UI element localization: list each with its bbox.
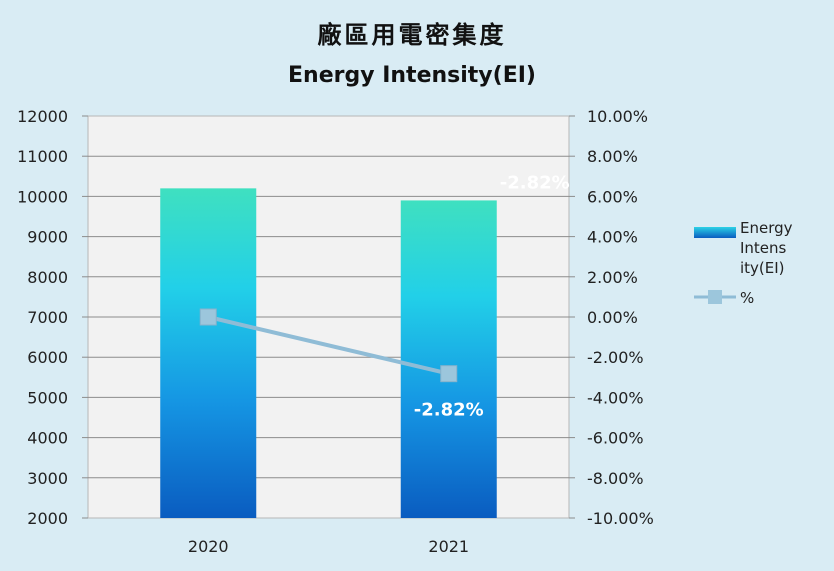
data-label-line-point: -2.82% — [414, 400, 484, 421]
right-tick-label: -4.00% — [587, 388, 644, 407]
left-tick-label: 4000 — [27, 429, 68, 448]
right-tick-label: 0.00% — [587, 308, 638, 327]
category-label: 2020 — [188, 537, 229, 556]
chart-title: 廠區用電密集度 — [318, 20, 507, 49]
right-tick-label: 6.00% — [587, 187, 638, 206]
series-line — [207, 315, 450, 376]
bar — [400, 200, 497, 519]
left-tick-label: 9000 — [27, 228, 68, 247]
line-point — [199, 308, 217, 326]
right-tick-label: 4.00% — [587, 228, 638, 247]
left-tick-label: 8000 — [27, 268, 68, 287]
right-tick-label: -8.00% — [587, 469, 644, 488]
legend-line-marker — [708, 290, 722, 304]
data-labels: -2.82% -2.82% — [414, 172, 570, 420]
legend-bar-swatch — [694, 227, 736, 238]
right-tick-label: -10.00% — [587, 509, 654, 528]
legend-bar-label: Energy Intens ity(EI) — [740, 219, 797, 277]
right-tick-label: 2.00% — [587, 268, 638, 287]
bar — [160, 188, 257, 519]
category-label: 2021 — [428, 537, 469, 556]
left-tick-label: 11000 — [17, 147, 68, 166]
left-tick-label: 10000 — [17, 187, 68, 206]
left-tick-label: 7000 — [27, 308, 68, 327]
right-tick-label: -2.00% — [587, 348, 644, 367]
left-tick-label: 12000 — [17, 107, 68, 126]
left-tick-label: 6000 — [27, 348, 68, 367]
line-series — [199, 308, 458, 383]
legend: Energy Intens ity(EI) % — [694, 219, 797, 307]
right-tick-label: -6.00% — [587, 429, 644, 448]
right-tick-label: 10.00% — [587, 107, 648, 126]
chart-subtitle: Energy Intensity(EI) — [288, 63, 536, 88]
category-labels: 2020 2021 — [188, 537, 469, 556]
left-tick-label: 3000 — [27, 469, 68, 488]
bar-series — [160, 188, 497, 519]
right-axis-ticks: -10.00% -8.00% -6.00% -4.00% -2.00% 0.00% 2.00… — [569, 107, 654, 528]
left-tick-label: 5000 — [27, 388, 68, 407]
line-point — [440, 365, 458, 383]
right-tick-label: 8.00% — [587, 147, 638, 166]
left-axis-ticks: 2000 3000 4000 5000 6000 7000 8000 9000 10000 110… — [17, 107, 88, 528]
left-tick-label: 2000 — [27, 509, 68, 528]
data-label-bar-top: -2.82% — [500, 172, 570, 193]
legend-line-label: % — [740, 289, 754, 307]
